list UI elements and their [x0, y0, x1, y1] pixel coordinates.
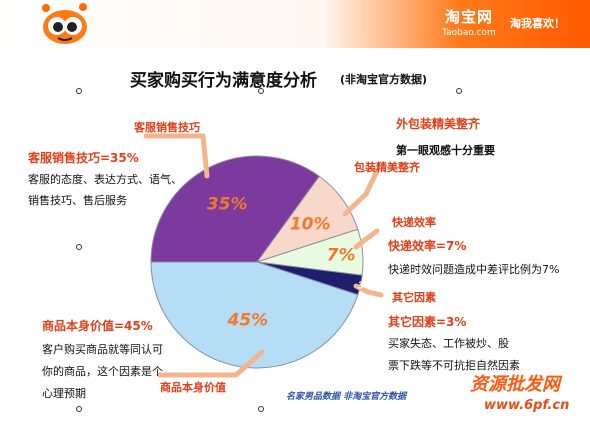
- delivery-heading: 快递效率=7%: [388, 239, 467, 253]
- other-line-2: 票下跌等不可抗拒自然因素: [388, 359, 520, 372]
- pie-slice-label: 45%: [227, 311, 269, 331]
- delivery-line-1: 快递时效问题造成中差评比例为7%: [388, 263, 560, 276]
- product-line-2: 你的商品，这个因素是个: [42, 365, 163, 378]
- service-heading: 客服销售技巧=35%: [28, 151, 139, 165]
- pie-slice: [150, 155, 321, 263]
- taobao-logo-en: Taobao.com: [442, 28, 496, 38]
- connector-service: [143, 133, 210, 179]
- service-line-2: 销售技巧、售后服务: [28, 194, 127, 207]
- selection-handle[interactable]: [76, 406, 82, 412]
- callout-other: 其它因素: [392, 291, 436, 304]
- packaging-heading: 外包装精美整齐: [396, 117, 481, 131]
- product-line-1: 客户购买商品就等同认可: [42, 343, 163, 356]
- product-line-3: 心理预期: [42, 387, 86, 400]
- selection-handle[interactable]: [258, 406, 264, 412]
- watermark-text: 资源批发网: [470, 374, 560, 395]
- other-line-1: 买家失态、工作被炒、股: [388, 337, 509, 350]
- header-banner: 淘宝网 Taobao.com 淘我喜欢！: [0, 0, 590, 48]
- other-heading: 其它因素=3%: [388, 315, 467, 329]
- callout-service: 客服销售技巧: [134, 121, 200, 134]
- packaging-line-1: 第一眼观感十分重要: [396, 144, 495, 157]
- page-subtitle: (非淘宝官方数据): [340, 73, 428, 86]
- pie-slice: [150, 261, 359, 369]
- pie-slice-label: 3%: [358, 280, 375, 291]
- pie-slice-label: 35%: [207, 194, 248, 214]
- footer-note: 名家男品数据 非淘宝官方数据: [286, 392, 407, 402]
- connector-delivery: [353, 228, 380, 250]
- connector-other: [353, 283, 384, 298]
- connector-packaging: [342, 168, 380, 217]
- connector-product: [157, 349, 265, 378]
- selection-handle[interactable]: [76, 244, 82, 250]
- selection-handle[interactable]: [456, 88, 462, 94]
- pie-slice-label: 7%: [327, 246, 356, 266]
- taobao-logo[interactable]: 淘宝网 Taobao.com: [434, 6, 504, 38]
- callout-product: 商品本身价值: [160, 381, 226, 394]
- pie-slice-label: 10%: [290, 214, 331, 234]
- page-title: 买家购买行为满意度分析: [130, 71, 317, 91]
- watermark-url: www.6pf.cn: [484, 398, 570, 413]
- callout-delivery: 快递效率: [392, 216, 436, 229]
- taobao-logo-cn: 淘宝网: [444, 8, 493, 26]
- selection-handle[interactable]: [76, 88, 82, 94]
- selection-handle[interactable]: [258, 88, 264, 94]
- service-line-1: 客服的态度、表达方式、语气、: [28, 173, 182, 186]
- mascot-logo-icon: [42, 3, 87, 44]
- callout-packaging: 包装精美整齐: [354, 161, 420, 174]
- product-heading: 商品本身价值=45%: [42, 319, 153, 333]
- header-slogan: 淘我喜欢！: [510, 17, 565, 30]
